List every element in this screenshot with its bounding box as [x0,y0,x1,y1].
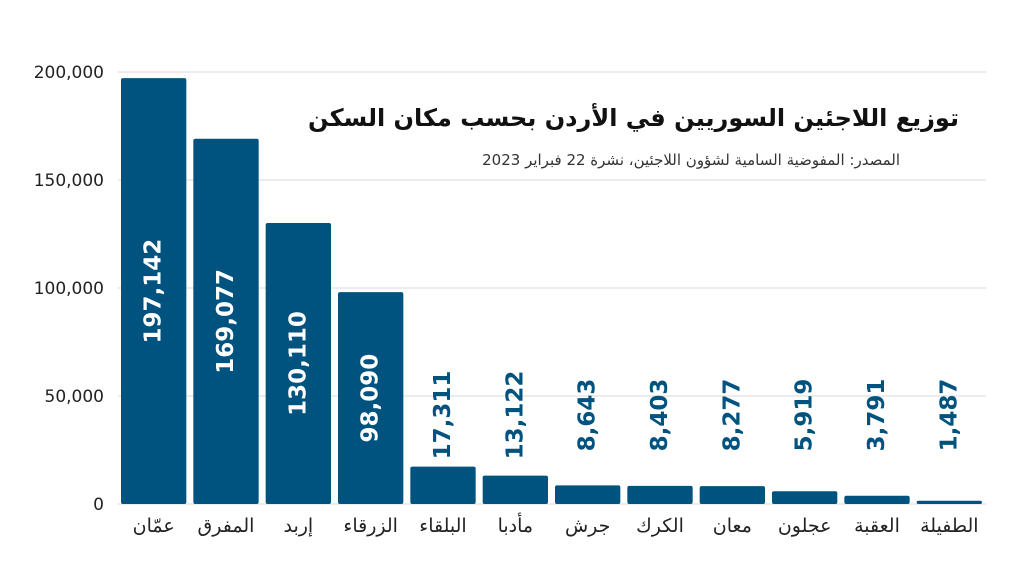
value-label: 8,277 [719,379,745,452]
x-tick-label: إربد [283,515,313,538]
grid-lines [118,71,986,505]
x-tick-label: العقبة [854,515,900,537]
bar [699,486,765,504]
bar [627,485,693,504]
value-label: 8,403 [647,379,673,452]
y-tick-label: 0 [93,495,104,515]
x-tick-label: معان [713,515,752,537]
value-labels: 197,142 169,077 130,110 98,090 17,311 13,122 8… [141,239,963,460]
value-label: 1,487 [936,379,962,452]
x-tick-label: الزرقاء [343,515,398,537]
x-axis-labels: عمّان المفرق إربد الزرقاء البلقاء مأدبا جرش الك… [133,512,979,538]
y-tick-label: 100,000 [34,279,104,299]
value-label: 3,791 [864,379,890,452]
value-label: 98,090 [358,354,384,443]
x-tick-label: الطفيلة [920,515,978,537]
value-label: 13,122 [502,371,528,460]
bar [772,491,838,504]
x-tick-label: عمّان [133,515,175,537]
x-tick-label: البلقاء [419,515,466,537]
x-tick-label: الكرك [636,515,684,537]
bar [482,475,548,504]
value-label: 5,919 [792,379,818,452]
y-tick-label: 150,000 [34,171,104,191]
bar [121,78,187,504]
chart-subtitle: المصدر: المفوضية السامية لشؤون اللاجئين،… [482,151,900,169]
y-tick-label: 200,000 [34,63,104,83]
bar [265,222,331,504]
chart-title: توزيع اللاجئين السوريين في الأردن بحسب م… [307,104,959,132]
value-label: 8,643 [575,379,601,452]
x-tick-label: المفرق [198,515,255,537]
x-tick-label: عجلون [778,515,832,537]
x-tick-label: جرش [565,515,610,537]
y-axis-ticks: 0 50,000 100,000 150,000 200,000 [34,63,104,515]
value-label: 17,311 [430,371,456,460]
x-tick-label: مأدبا [498,512,534,537]
bar [193,138,259,504]
bar [338,292,404,504]
bar [410,466,476,504]
value-label: 197,142 [141,239,167,344]
bar [916,500,982,504]
value-label: 130,110 [285,311,311,416]
value-label: 169,077 [213,269,239,374]
y-tick-label: 50,000 [45,387,104,407]
bar [555,485,621,504]
bar [844,495,910,504]
bars [121,78,982,504]
